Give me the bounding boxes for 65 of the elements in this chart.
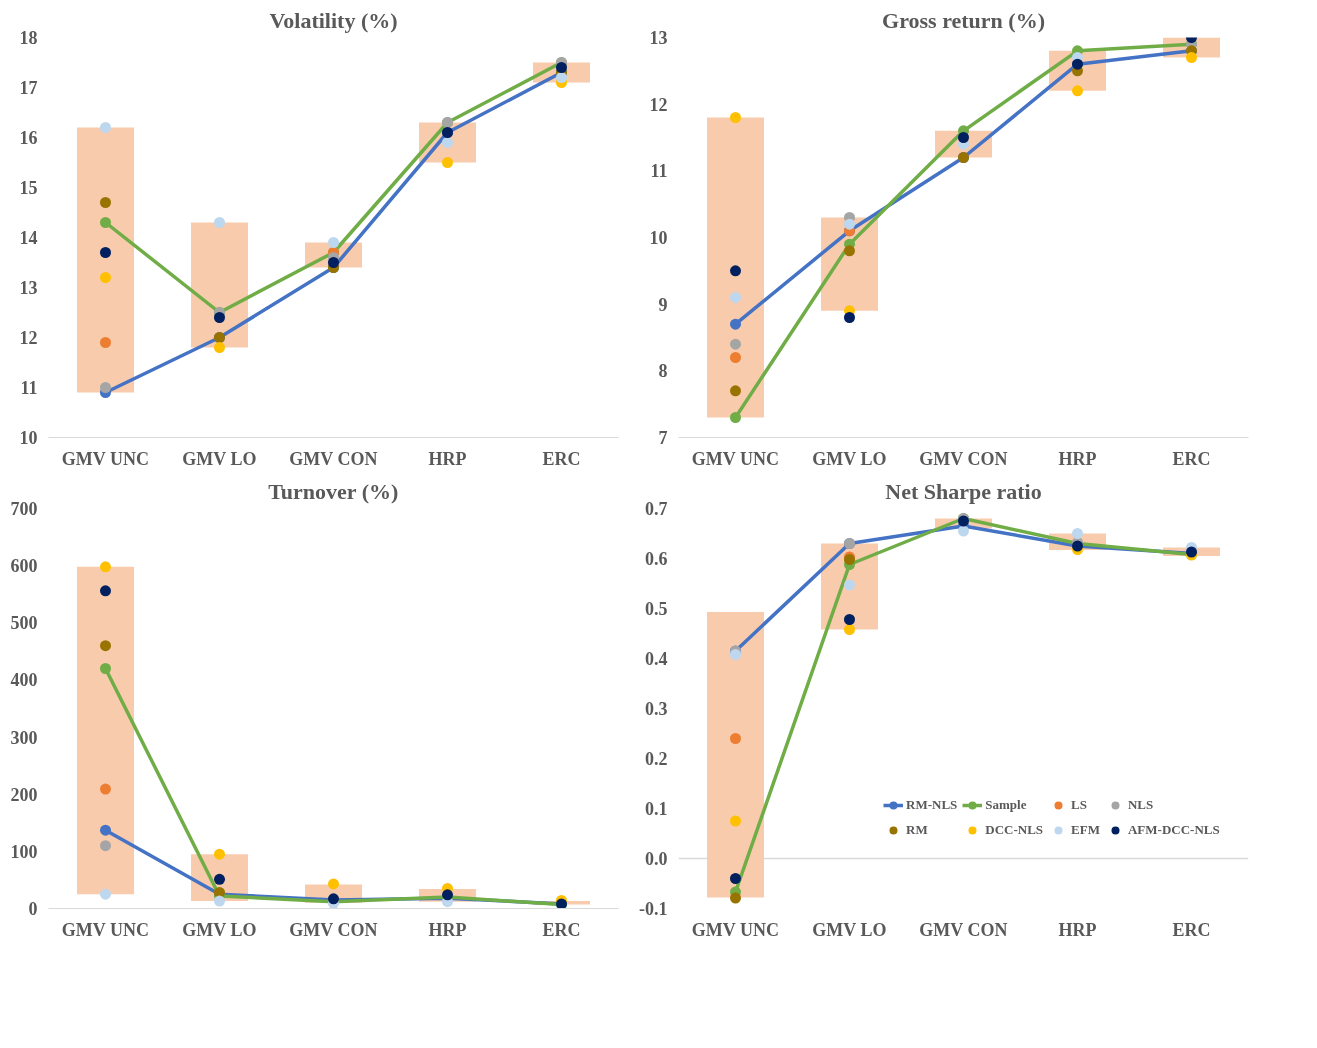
x-tick-label: ERC [1172,919,1211,940]
y-tick-label: 13 [649,28,668,48]
legend-label: EFM [1071,822,1100,838]
y-tick-label: 17 [19,78,38,98]
x-tick-label: GMV UNC [691,448,779,469]
legend-label: Sample [985,797,1027,813]
x-tick-label: HRP [1058,919,1097,940]
y-tick-label: 11 [20,378,38,398]
legend-label: RM [906,822,928,838]
y-tick-label: 0 [28,899,38,919]
y-tick-label: 0.4 [645,649,668,669]
y-tick-label: 14 [19,228,38,248]
y-tick-label: 0.1 [645,799,668,819]
y-tick-label: 12 [19,328,38,348]
x-tick-label: HRP [428,919,467,940]
legend-label: DCC-NLS [985,822,1044,838]
y-tick-label: 15 [19,178,38,198]
y-tick-label: 11 [650,161,668,182]
y-tick-label: 10 [649,228,668,248]
y-tick-label: 8 [658,361,668,382]
y-tick-label: 18 [19,28,38,48]
x-tick-label: GMV CON [919,448,1008,469]
x-tick-label: HRP [428,448,467,469]
x-tick-label: GMV LO [182,448,257,469]
x-tick-label: GMV UNC [61,448,149,469]
x-tick-label: GMV CON [289,448,378,469]
chart-title: Turnover (%) [268,478,399,504]
y-tick-label: 7 [658,428,668,448]
y-tick-label: 500 [10,613,38,634]
x-tick-label: GMV LO [812,448,887,469]
y-tick-label: 10 [19,428,38,448]
x-tick-label: ERC [542,919,581,940]
y-tick-label: 600 [10,556,38,577]
y-tick-label: 0.5 [645,599,668,619]
y-tick-label: 13 [19,278,38,298]
x-tick-label: ERC [1172,448,1211,469]
chart-title: Volatility (%) [269,7,398,33]
legend-label: NLS [1127,797,1154,813]
y-tick-label: 200 [10,784,38,805]
y-tick-label: 0.0 [645,849,668,869]
chart-title: Gross return (%) [882,7,1045,33]
chart-title: Net Sharpe ratio [885,478,1042,504]
y-tick-label: 9 [658,294,668,315]
x-tick-label: GMV LO [182,919,257,940]
x-tick-label: HRP [1058,448,1097,469]
y-tick-label: 0.7 [645,499,668,519]
y-tick-label: -0.1 [639,899,668,919]
legend-label: AFM-DCC-NLS [1127,822,1220,838]
x-tick-label: ERC [542,448,581,469]
y-tick-label: 12 [649,94,668,115]
y-tick-label: 0.3 [645,699,668,719]
x-tick-label: GMV LO [812,919,887,940]
y-tick-label: 300 [10,727,38,748]
y-tick-label: 0.6 [645,549,668,569]
x-tick-label: GMV UNC [61,919,149,940]
legend-label: LS [1071,797,1088,813]
y-tick-label: 400 [10,670,38,691]
x-tick-label: GMV CON [919,919,1008,940]
y-tick-label: 700 [10,499,38,519]
x-tick-label: GMV UNC [691,919,779,940]
legend-label: RM-NLS [906,797,958,813]
x-tick-label: GMV CON [289,919,378,940]
y-tick-label: 16 [19,128,38,148]
y-tick-label: 100 [10,841,38,862]
y-tick-label: 0.2 [645,749,668,769]
